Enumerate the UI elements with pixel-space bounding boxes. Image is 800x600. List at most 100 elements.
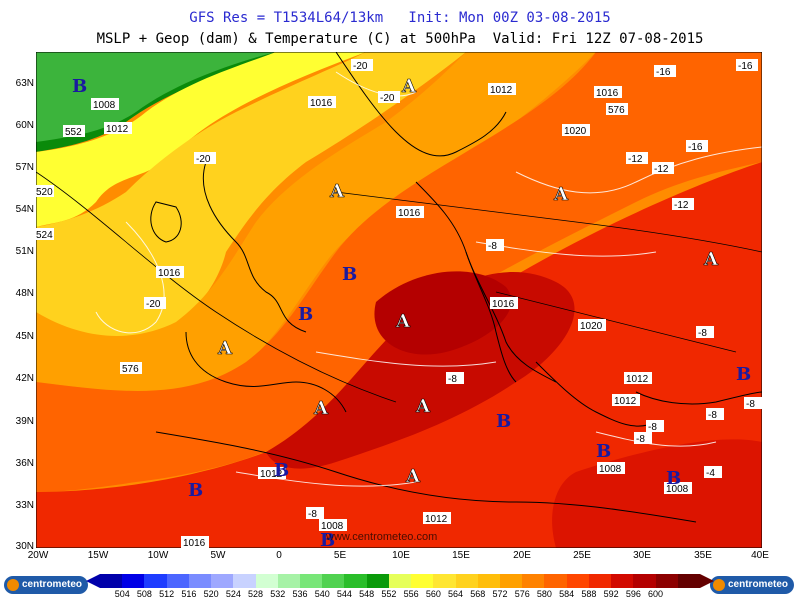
header-subtitle: MSLP + Geop (dam) & Temperature (C) at 5… (96, 31, 704, 47)
isotherm-label: -8 (488, 241, 497, 252)
legend-swatch (633, 574, 657, 588)
geopotential-label: 524 (36, 230, 53, 241)
isotherm-label: -8 (636, 434, 645, 445)
isotherm-label: -8 (648, 422, 657, 433)
lon-label: 5E (333, 550, 347, 561)
legend-value: 564 (448, 589, 464, 599)
legend-value: 576 (514, 589, 530, 599)
isobar-label: 1016 (398, 208, 421, 219)
lon-label: 35E (694, 550, 712, 561)
legend-swatch (300, 574, 323, 588)
legend-swatch (500, 574, 523, 588)
isotherm-label: -20 (146, 299, 161, 310)
watermark: www.centrometeo.com (325, 531, 437, 543)
low-center: B (320, 530, 335, 548)
isobar-label: 1012 (490, 85, 513, 96)
lon-label: 15W (87, 550, 109, 561)
legend-swatch (655, 574, 679, 588)
isobar-label: 1020 (564, 126, 587, 137)
isobar-label: 1008 (93, 100, 116, 111)
isotherm-label: -8 (448, 374, 457, 385)
legend-swatch (388, 574, 412, 588)
isotherm-label: -8 (746, 399, 755, 410)
lat-label: 42N (15, 373, 34, 384)
legend-swatch (677, 574, 701, 588)
legend-value: 508 (136, 589, 152, 599)
legend-value: 504 (114, 589, 130, 599)
legend-value: 540 (314, 589, 330, 599)
low-center: B (72, 76, 87, 97)
low-center: B (666, 468, 681, 489)
legend-swatch (277, 574, 301, 588)
lat-label: 48N (15, 288, 34, 299)
legend-value: 512 (159, 589, 175, 599)
legend-swatch (433, 574, 457, 588)
high-center: A (703, 249, 719, 270)
legend-swatch (188, 574, 212, 588)
lat-label: 30N (15, 541, 34, 552)
lon-label: 30E (633, 550, 651, 561)
geopotential-label: 576 (608, 105, 625, 116)
legend-swatch (344, 574, 368, 588)
legend-swatch (255, 574, 279, 588)
legend-swatch (522, 574, 545, 588)
lon-label: 20E (513, 550, 531, 561)
geopotential-labels: 552 576 576 520 524 (36, 103, 628, 375)
lat-label: 51N (15, 246, 34, 257)
isobar-label: 1016 (158, 268, 181, 279)
legend-swatch (477, 574, 501, 588)
isobar-label: 1008 (321, 521, 344, 532)
legend-value: 592 (603, 589, 619, 599)
legend-swatch (166, 574, 190, 588)
isobars (36, 171, 762, 403)
isotherm-label: -12 (654, 164, 669, 175)
legend-value: 520 (203, 589, 219, 599)
lon-label: 0 (276, 550, 282, 561)
isobar-label: 1016 (492, 299, 515, 310)
band-green (36, 52, 276, 142)
legend-value: 560 (425, 589, 441, 599)
high-center: A (415, 396, 431, 417)
lat-label: 60N (15, 120, 34, 131)
legend-swatch (411, 574, 434, 588)
legend-swatch (544, 574, 568, 588)
header-title: GFS Res = T1534L64/13km Init: Mon 00Z 03… (189, 10, 611, 26)
isobar-label: 1008 (666, 484, 689, 495)
high-center: A (217, 338, 233, 359)
geopotential-label: 552 (65, 127, 82, 138)
isotherm-label: -8 (698, 328, 707, 339)
legend-swatch (566, 574, 590, 588)
isobar-label: 1012 (260, 469, 283, 480)
isotherm-label: -16 (688, 142, 703, 153)
pressure-labels: 1008 1012 1016 1012 1016 1020 1016 1016 … (91, 83, 692, 548)
lon-label: 40E (751, 550, 769, 561)
isobar-label: 1012 (626, 374, 649, 385)
legend-swatch (144, 574, 168, 588)
lat-label: 45N (15, 331, 34, 342)
geopotential-label: 576 (122, 364, 139, 375)
legend-value: 588 (581, 589, 597, 599)
legend-value: 544 (336, 589, 352, 599)
isotherm-label: -8 (708, 410, 717, 421)
isotherm-label: -20 (380, 93, 395, 104)
lat-label: 57N (15, 162, 34, 173)
high-center: A (553, 184, 569, 205)
isotherm-label: -20 (196, 154, 211, 165)
low-center: B (342, 264, 357, 285)
legend-arrow-left-icon (86, 574, 100, 588)
isobar-label: 1012 (106, 124, 129, 135)
low-center: B (736, 364, 751, 385)
lat-label: 54N (15, 204, 34, 215)
band-darkred-2 (374, 271, 512, 355)
legend-value: 584 (559, 589, 575, 599)
legend-swatch (122, 574, 145, 588)
legend-swatch (455, 574, 479, 588)
lon-label: 10E (392, 550, 410, 561)
legend-value: 568 (470, 589, 486, 599)
isobar-label: 1012 (614, 396, 637, 407)
legend-arrow-right-icon (700, 574, 714, 588)
lat-label: 36N (15, 458, 34, 469)
high-center: A (405, 466, 421, 487)
high-center: A (395, 311, 411, 332)
legend-value: 596 (625, 589, 641, 599)
